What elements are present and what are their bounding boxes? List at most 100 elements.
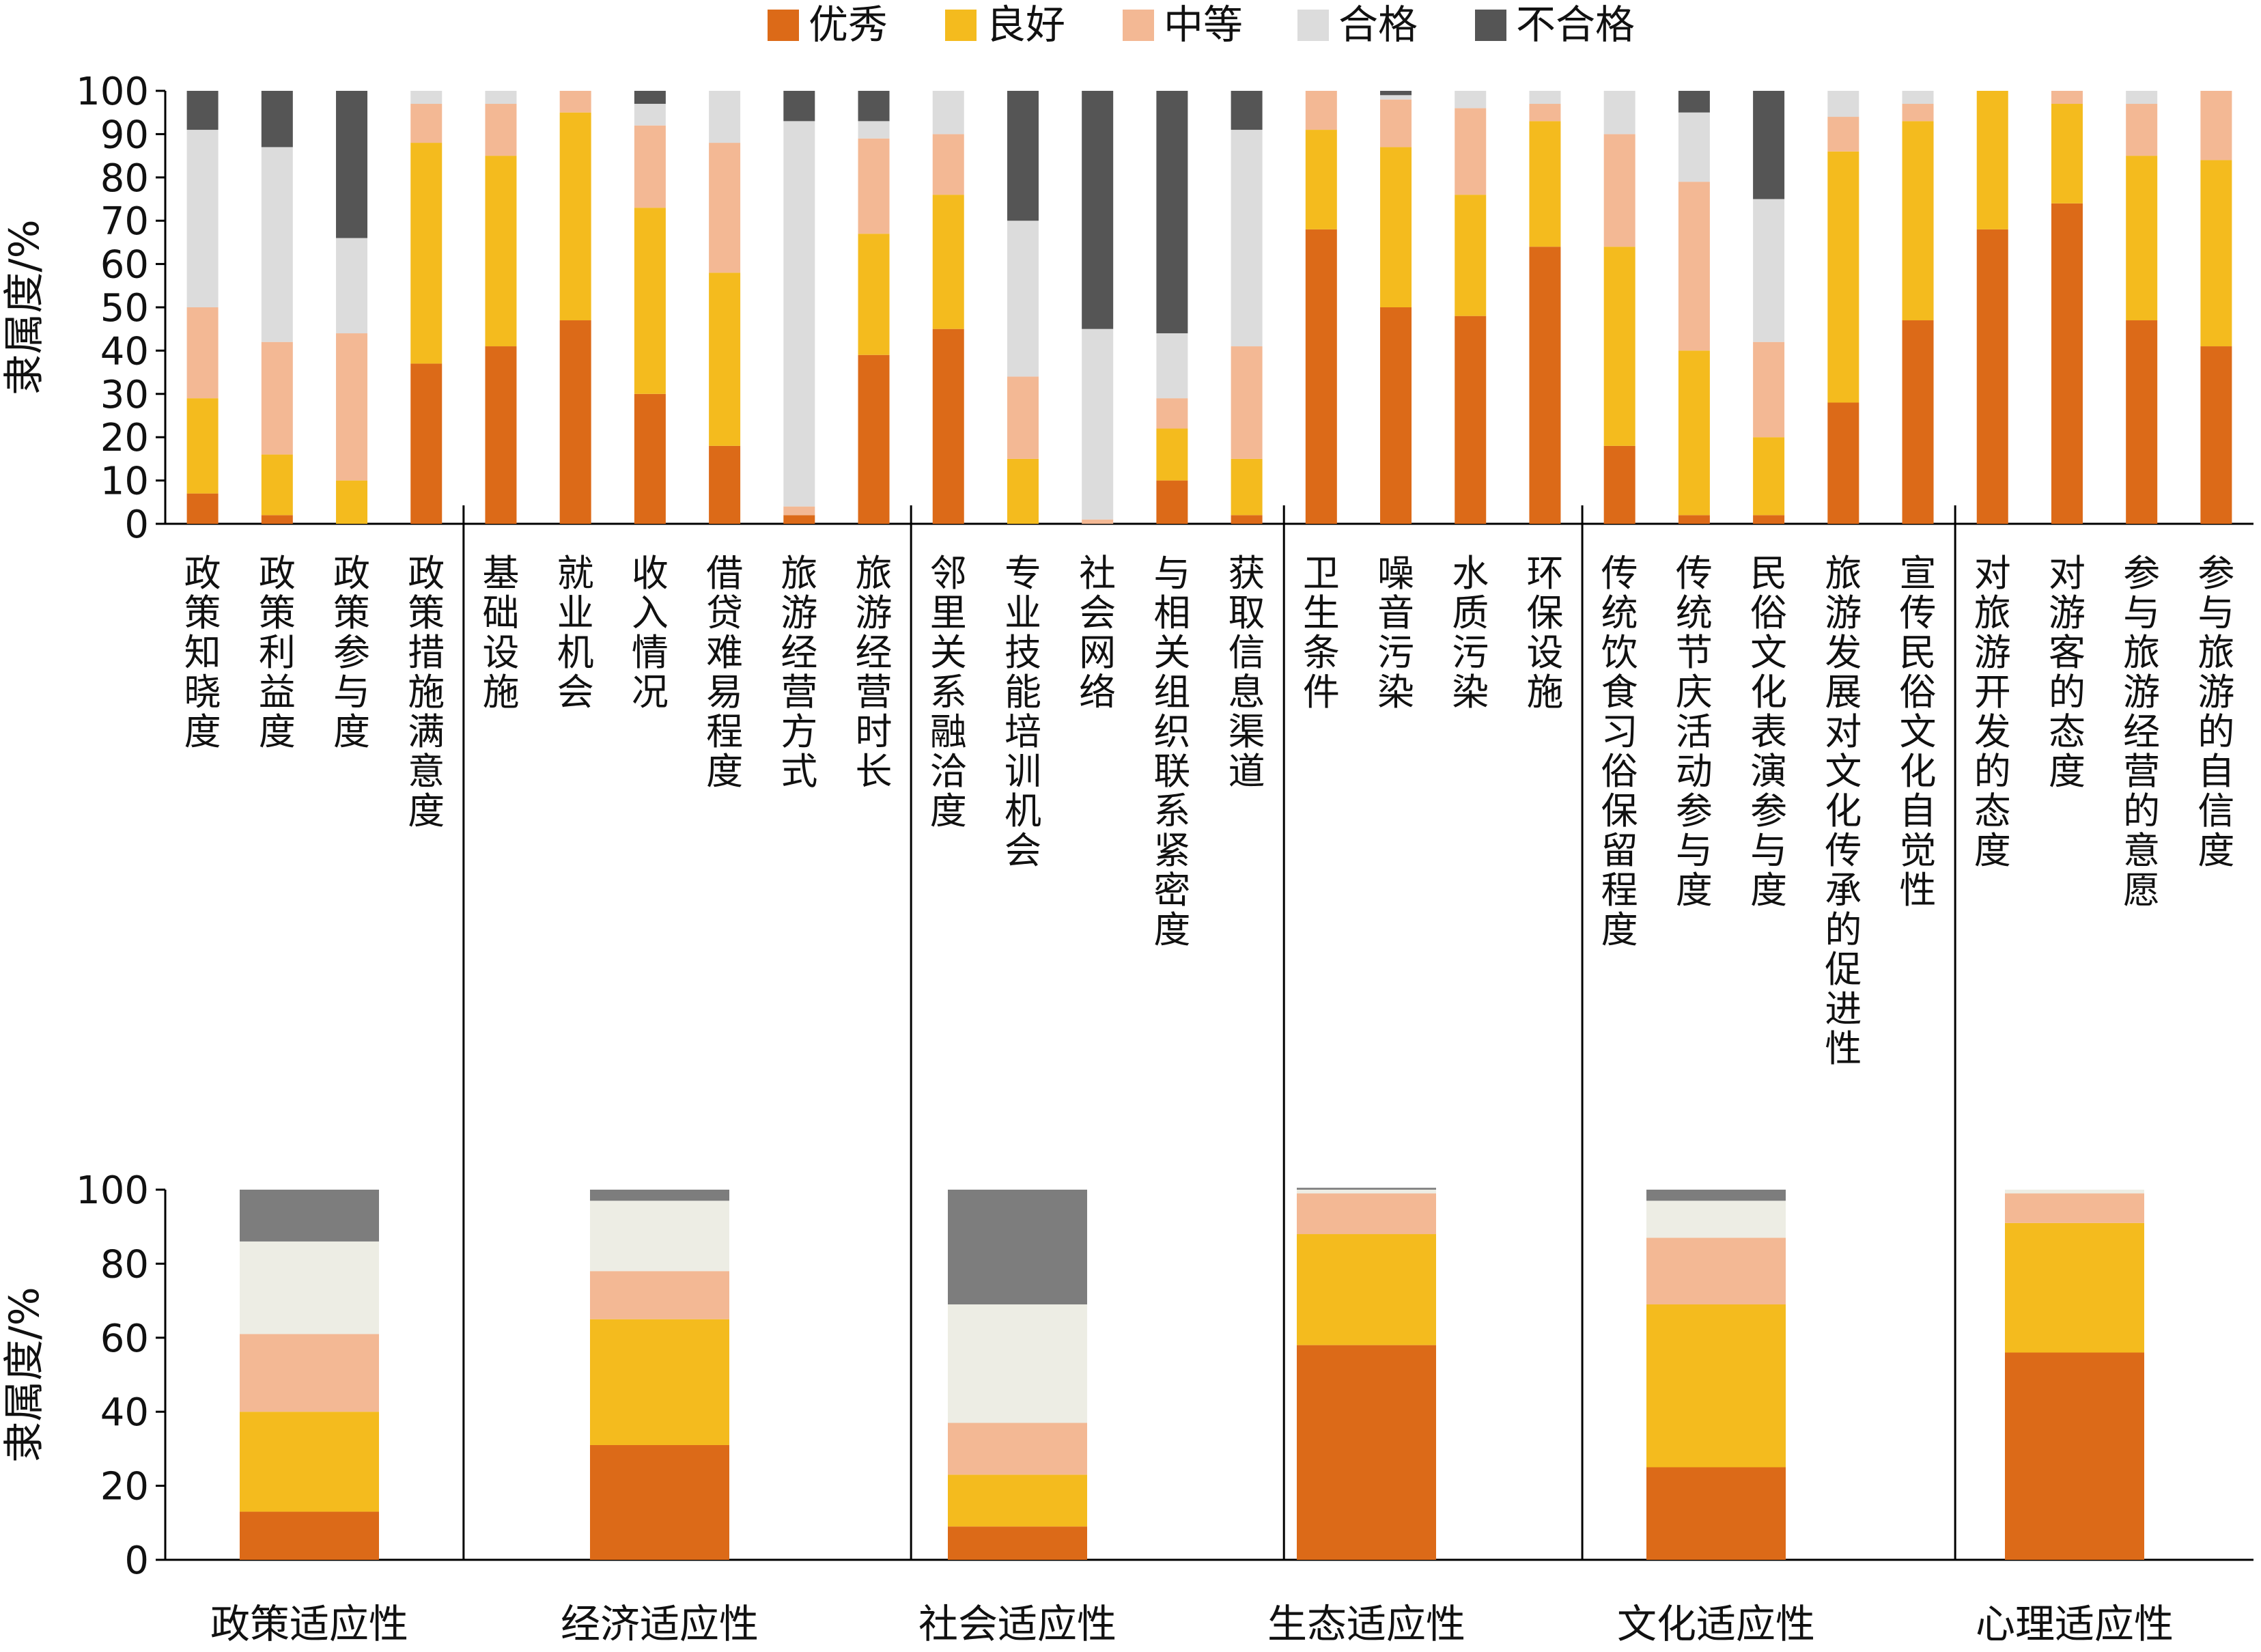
top-bar-5-seg-3 <box>485 104 517 156</box>
top-bar-23-seg-1 <box>1827 402 1859 524</box>
top-category-label-15: 获取信息渠道 <box>1228 552 1265 793</box>
bottom-y-tick-label-5: 100 <box>76 1168 149 1213</box>
top-y-tick-label-6: 60 <box>100 243 149 288</box>
top-bar-22-seg-3 <box>1753 341 1785 438</box>
top-bar-27-seg-3 <box>2126 104 2158 156</box>
top-bar-15-seg-5 <box>1231 91 1263 130</box>
top-category-label-21: 传统节庆活动参与度 <box>1676 552 1713 912</box>
bottom-bar-4-seg-3 <box>1297 1193 1436 1235</box>
legend-swatch-1 <box>768 10 799 41</box>
bottom-bar-1-seg-5 <box>240 1190 379 1242</box>
top-bar-23-seg-2 <box>1827 151 1859 403</box>
top-bar-14-seg-4 <box>1156 333 1188 399</box>
top-bar-27-seg-1 <box>2126 320 2158 524</box>
top-bar-14-seg-5 <box>1156 91 1188 334</box>
top-bar-2-seg-4 <box>261 147 293 342</box>
top-bar-8-seg-1 <box>709 445 741 524</box>
top-bar-2-seg-5 <box>261 91 293 148</box>
bottom-category-label-1: 政策适应性 <box>210 1601 408 1647</box>
bottom-y-tick-label-3: 60 <box>100 1317 149 1361</box>
bottom-bar-3-seg-1 <box>948 1526 1087 1560</box>
top-bar-17-seg-3 <box>1380 99 1412 148</box>
top-category-label-12: 专业技能培训机会 <box>1005 552 1041 872</box>
bottom-y-tick-label-1: 20 <box>100 1465 149 1509</box>
bottom-bar-1-seg-2 <box>240 1412 379 1512</box>
top-bar-24-seg-2 <box>1902 121 1934 321</box>
top-bar-16-seg-2 <box>1305 130 1337 229</box>
top-bar-14-seg-3 <box>1156 398 1188 429</box>
top-category-label-13: 社会网络 <box>1079 552 1116 714</box>
bottom-category-label-4: 生态适应性 <box>1267 1601 1465 1647</box>
top-bar-17-seg-2 <box>1380 147 1412 307</box>
bottom-bar-2-seg-2 <box>590 1319 729 1445</box>
top-bar-22-seg-4 <box>1753 199 1785 342</box>
top-bar-28-seg-3 <box>2200 91 2232 160</box>
bottom-bar-1-seg-3 <box>240 1334 379 1412</box>
top-bar-9-seg-5 <box>783 91 815 122</box>
top-category-label-27: 参与旅游经营的意愿 <box>2123 552 2160 912</box>
top-bar-9-seg-3 <box>783 506 815 516</box>
top-bar-2-seg-1 <box>261 515 293 524</box>
legend-label-3: 中等 <box>1164 1 1243 48</box>
top-category-label-7: 收入情况 <box>632 552 669 714</box>
top-bar-22-seg-5 <box>1753 91 1785 199</box>
top-y-tick-label-2: 20 <box>100 416 149 460</box>
top-category-label-14: 与相关组织联系紧密度 <box>1153 552 1190 951</box>
top-bar-4-seg-1 <box>410 363 443 524</box>
top-bar-2-seg-2 <box>261 454 293 516</box>
legend-swatch-3 <box>1123 10 1154 41</box>
top-bar-17-seg-5 <box>1380 91 1412 96</box>
bottom-y-tick-label-2: 40 <box>100 1390 149 1435</box>
top-bar-18-seg-1 <box>1455 316 1487 524</box>
top-bar-21-seg-3 <box>1678 182 1710 351</box>
top-category-label-8: 借贷难易程度 <box>706 552 743 793</box>
top-bar-4-seg-2 <box>410 143 443 364</box>
bottom-category-label-2: 经济适应性 <box>561 1601 759 1647</box>
top-y-tick-label-8: 80 <box>100 156 149 201</box>
top-bar-6-seg-2 <box>559 112 591 321</box>
top-bar-10-seg-4 <box>858 121 890 139</box>
bottom-y-tick-label-4: 80 <box>100 1242 149 1287</box>
top-category-label-22: 民俗文化表演参与度 <box>1750 552 1787 912</box>
top-bar-1-seg-1 <box>186 493 219 524</box>
top-bar-26-seg-3 <box>2051 91 2083 104</box>
top-bar-24-seg-3 <box>1902 104 1934 122</box>
top-category-label-9: 旅游经营方式 <box>781 552 817 793</box>
top-bar-18-seg-2 <box>1455 195 1487 316</box>
top-bar-17-seg-4 <box>1380 95 1412 100</box>
top-bar-26-seg-1 <box>2051 203 2083 524</box>
top-bar-8-seg-2 <box>709 272 741 446</box>
top-bar-5-seg-1 <box>485 346 517 524</box>
top-bar-7-seg-3 <box>634 125 666 208</box>
bottom-bar-4-seg-4 <box>1297 1190 1436 1194</box>
top-bar-19-seg-3 <box>1529 104 1561 122</box>
top-y-tick-label-10: 100 <box>76 70 149 114</box>
legend-swatch-5 <box>1475 10 1506 41</box>
top-bar-5-seg-4 <box>485 91 517 104</box>
top-bar-25-seg-2 <box>1976 91 2008 229</box>
group-separators <box>462 505 1956 1560</box>
top-bar-20-seg-4 <box>1603 91 1635 135</box>
top-bar-18-seg-3 <box>1455 108 1487 195</box>
top-bar-6-seg-1 <box>559 320 591 524</box>
top-bar-16-seg-3 <box>1305 91 1337 130</box>
top-bar-7-seg-4 <box>634 104 666 126</box>
top-bar-13-seg-3 <box>1082 519 1114 524</box>
top-bar-20-seg-3 <box>1603 134 1635 247</box>
top-category-label-24: 宣传民俗文化自觉性 <box>1900 552 1937 912</box>
top-bar-11-seg-2 <box>932 195 964 329</box>
top-bar-11-seg-1 <box>932 328 964 524</box>
top-category-label-18: 水质污染 <box>1452 552 1489 714</box>
top-category-label-6: 就业机会 <box>557 552 594 714</box>
top-bar-22-seg-1 <box>1753 515 1785 524</box>
top-category-label-25: 对旅游开发的态度 <box>1974 552 2011 872</box>
bottom-bar-6-seg-3 <box>2005 1193 2144 1223</box>
top-bar-19-seg-4 <box>1529 91 1561 104</box>
bottom-bar-3-seg-5 <box>948 1190 1087 1305</box>
legend: 优秀 良好 中等 合格 不合格 <box>768 1 1635 48</box>
top-category-label-3: 政策参与度 <box>333 552 370 753</box>
legend-label-4: 合格 <box>1338 1 1418 48</box>
